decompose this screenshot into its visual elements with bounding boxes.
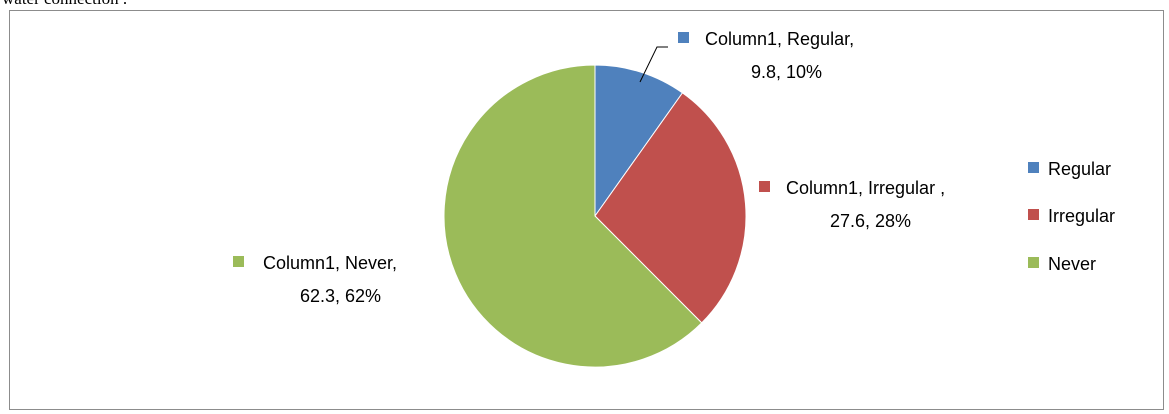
legend-swatch-regular <box>1028 162 1039 173</box>
data-label-never-line1: Column1, Never, <box>263 253 397 273</box>
pie-slice-irregular <box>594 92 747 324</box>
legend-item-irregular: Irregular <box>1028 206 1115 226</box>
legend-swatch-irregular <box>1028 209 1039 220</box>
data-label-regular-line1: Column1, Regular, <box>705 29 854 49</box>
caption-fragment: water connection . <box>2 0 127 9</box>
pie-slices <box>443 64 747 368</box>
legend-label-irregular: Irregular <box>1048 206 1115 226</box>
leader-line-regular <box>639 46 668 83</box>
data-label-irregular-line1: Column1, Irregular , <box>786 178 945 198</box>
data-label-irregular: Column1, Irregular , 27.6, 28% <box>759 178 945 231</box>
legend-item-never: Never <box>1028 254 1096 274</box>
data-label-regular: Column1, Regular, 9.8, 10% <box>678 29 854 82</box>
label-swatch-regular <box>678 32 689 43</box>
legend: Regular Irregular Never <box>1028 159 1115 274</box>
legend-label-regular: Regular <box>1048 159 1111 179</box>
legend-label-never: Never <box>1048 254 1096 274</box>
data-label-irregular-line2: 27.6, 28% <box>830 211 911 231</box>
legend-item-regular: Regular <box>1028 159 1111 179</box>
data-label-never-line2: 62.3, 62% <box>300 286 381 306</box>
legend-swatch-never <box>1028 257 1039 268</box>
label-swatch-irregular <box>759 181 770 192</box>
data-label-regular-line2: 9.8, 10% <box>751 62 822 82</box>
label-swatch-never <box>233 256 244 267</box>
pie-slice-regular <box>594 64 684 218</box>
pie-slice-never <box>443 64 703 368</box>
data-label-never: Column1, Never, 62.3, 62% <box>233 253 397 306</box>
